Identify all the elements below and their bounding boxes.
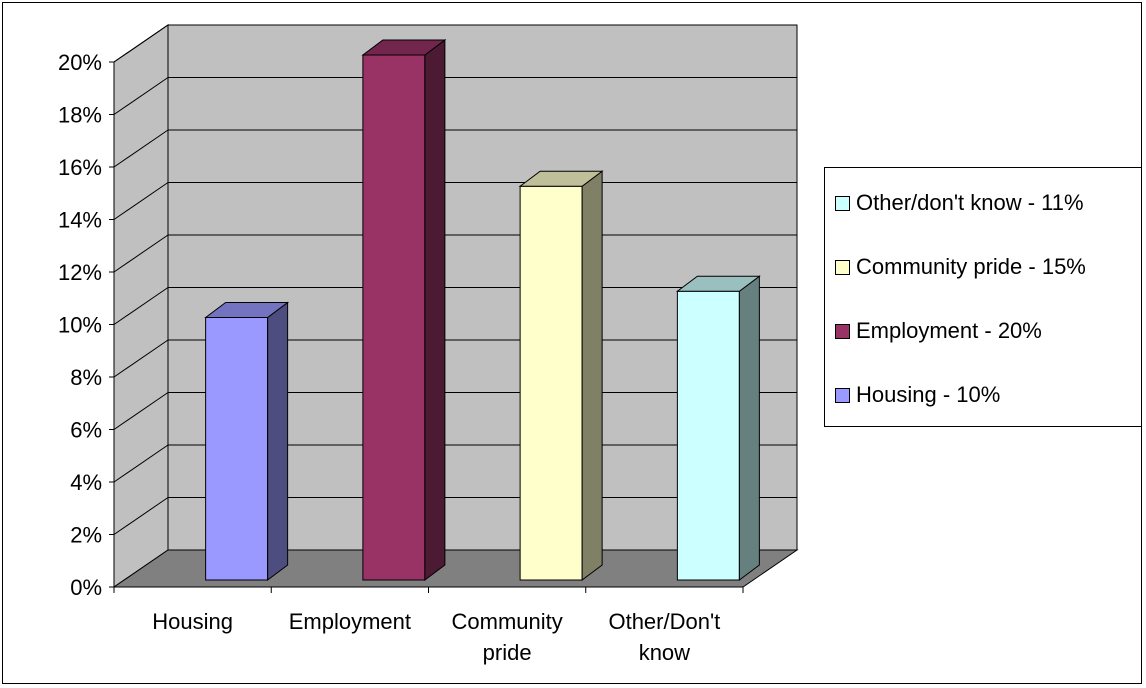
legend-label-employment: Employment - 20% [856, 318, 1042, 343]
legend-label-other: Other/don't know - 11% [856, 190, 1084, 215]
y-axis-ticks: 0% 2% 4% 6% 8% 10% 12% 14% 16% 18% 20% [58, 50, 114, 600]
bar-front [519, 185, 583, 581]
gridline-side [113, 497, 169, 535]
gridline-side [113, 129, 169, 168]
gridline-side [113, 182, 169, 220]
legend-item-community-pride: Community pride - 15% [835, 254, 1086, 279]
legend-item-other: Other/don't know - 11% [835, 190, 1084, 215]
bars [204, 39, 761, 581]
bar-front [362, 54, 426, 581]
bar [204, 301, 290, 581]
y-tick-label: 0% [70, 575, 102, 600]
bar-front [205, 317, 269, 581]
legend-swatch-community-pride [835, 259, 850, 275]
x-tick-label: Other/Don't [608, 609, 720, 634]
legend-swatch-housing [835, 387, 850, 403]
gridline-side [113, 444, 169, 483]
x-tick-label: know [639, 640, 690, 665]
gridline-side [113, 392, 169, 430]
legend-label-community-pride: Community pride - 15% [856, 254, 1086, 279]
bar [361, 39, 447, 581]
x-tick-label: Housing [152, 609, 233, 634]
y-tick-label: 8% [70, 365, 102, 390]
bar-top [518, 170, 604, 187]
x-tick-label: Community [452, 609, 563, 634]
bar-side [738, 275, 760, 581]
bar-front [676, 290, 740, 581]
y-tick-label: 6% [70, 418, 102, 443]
legend-swatch-other [835, 195, 850, 211]
bar-top [675, 275, 761, 292]
y-tick-label: 10% [58, 313, 102, 338]
gridline-side [113, 77, 169, 115]
bar-side [267, 301, 289, 581]
bar-top [204, 302, 290, 318]
legend-label-housing: Housing - 10% [856, 382, 1001, 407]
bar-side [424, 39, 446, 581]
gridline-side [113, 24, 169, 63]
gridline-side [113, 234, 169, 273]
legend: Other/don't know - 11% Community pride -… [824, 167, 1142, 427]
legend-item-housing: Housing - 10% [835, 382, 1001, 407]
y-tick-label: 4% [70, 470, 102, 495]
x-tick-label: pride [483, 640, 532, 665]
y-tick-label: 16% [58, 155, 102, 180]
bar [518, 170, 604, 581]
y-tick-label: 2% [70, 523, 102, 548]
x-axis-ticks: Housing Employment Community pride Other/Don… [113, 587, 744, 665]
legend-item-employment: Employment - 20% [835, 318, 1042, 343]
x-tick-label: Employment [289, 609, 411, 634]
legend-swatch-employment [835, 323, 850, 339]
y-tick-label: 12% [58, 260, 102, 285]
y-tick-label: 18% [58, 103, 102, 128]
bar [675, 275, 761, 581]
gridline-side [113, 339, 169, 378]
gridline-side [113, 287, 169, 325]
y-tick-label: 14% [58, 208, 102, 233]
y-tick-label: 20% [58, 50, 102, 75]
bar-top [361, 39, 447, 56]
bar-side [581, 170, 603, 581]
bar-chart: 0% 2% 4% 6% 8% 10% 12% 14% 16% 18% 20% Housing Empl… [58, 24, 799, 665]
